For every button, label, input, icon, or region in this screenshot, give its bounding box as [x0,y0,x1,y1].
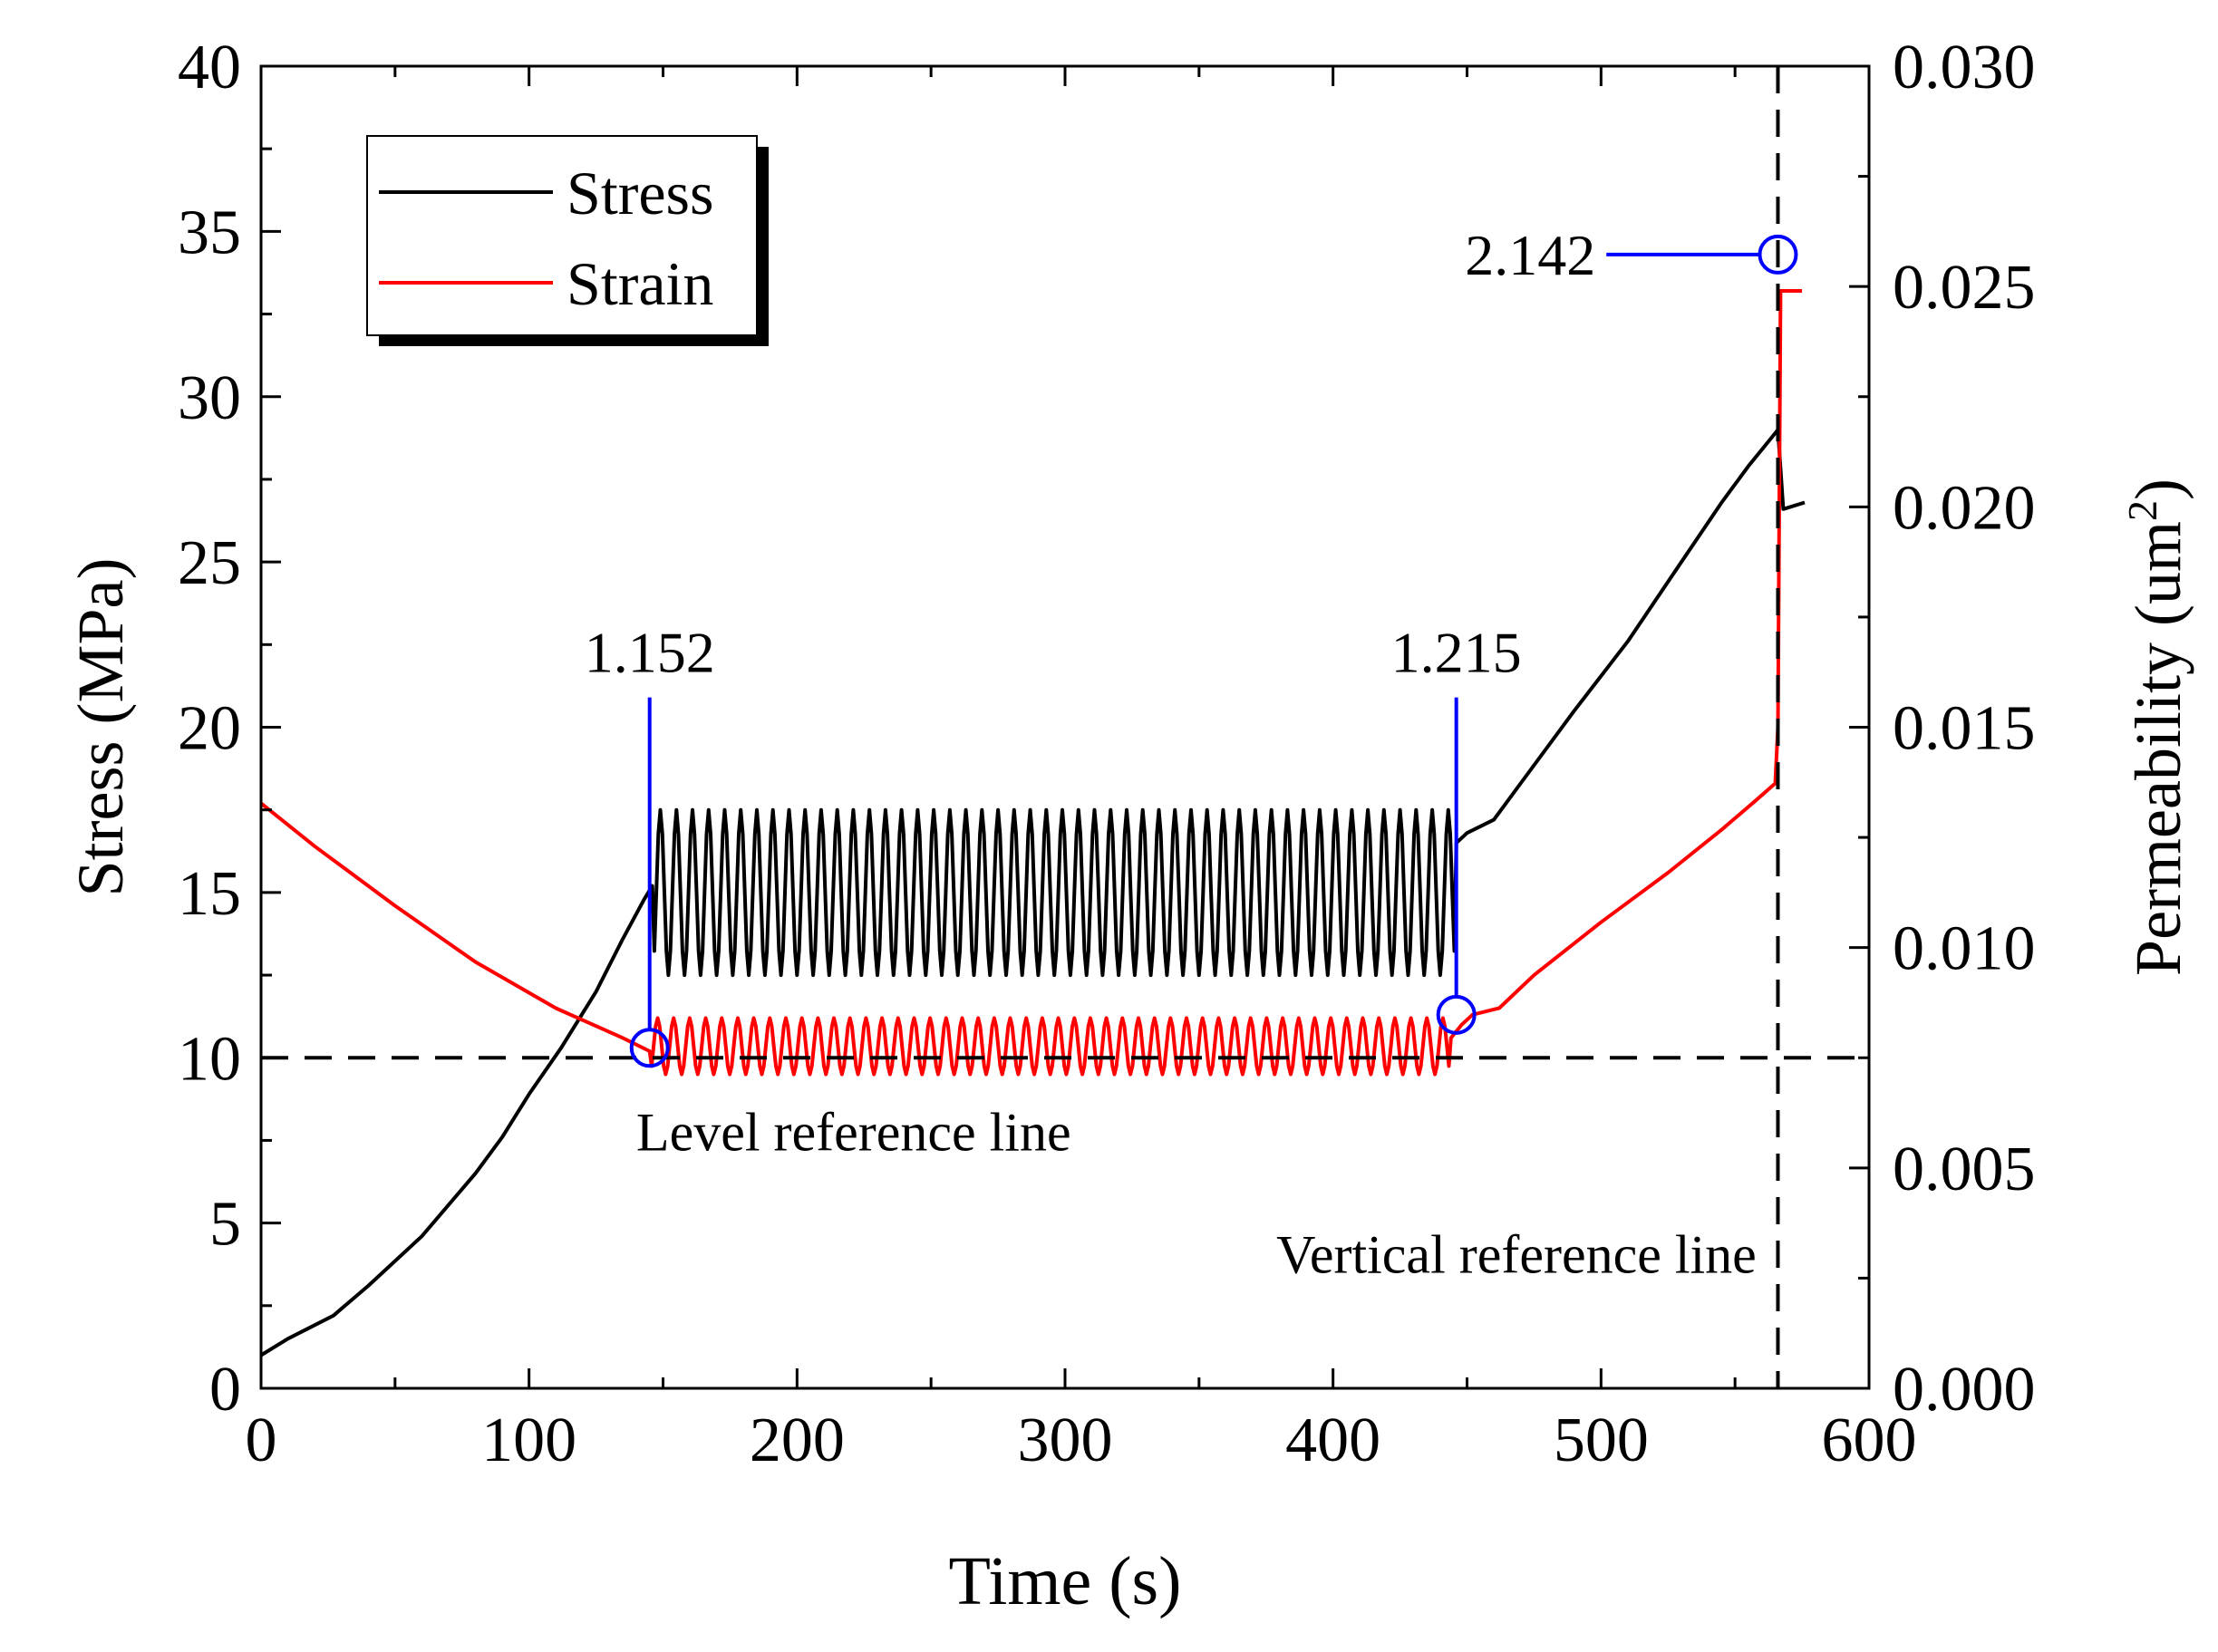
annotation-label: 1.215 [1391,621,1522,685]
legend-box [366,135,758,336]
y-tick-label: 5 [209,1190,241,1260]
y-tick-label: 0 [209,1355,241,1425]
y2-tick-label: 0.025 [1893,253,2036,323]
x-tick-label: 600 [1822,1406,1917,1475]
reference-lines [261,66,1869,1388]
y2-axis-title-end: ) [2122,478,2194,500]
y2-tick-label: 0.030 [1893,33,2036,102]
y2-tick-label: 0.010 [1893,914,2036,984]
axis-ticks: 0 100 200 300 400 500 600 0 5 10 15 20 25 30 35 40 0.000… [178,33,2036,1475]
y-tick-label: 25 [178,528,241,598]
vertical-reference-label: Vertical reference line [1276,1224,1757,1284]
y-tick-label: 35 [178,198,241,267]
y-axis-title: Stress (MPa) [64,558,137,897]
x-tick-label: 500 [1554,1406,1649,1475]
x-tick-label: 400 [1285,1406,1380,1475]
y-tick-label: 40 [178,33,241,102]
y2-axis-title-main: Permeability (um [2122,521,2194,976]
x-axis-title: Time (s) [949,1543,1182,1619]
y-tick-label: 15 [178,859,241,929]
x-tick-label: 0 [246,1406,277,1475]
y2-axis-title-superscript: 2 [2119,500,2165,521]
level-reference-label: Level reference line [636,1102,1071,1162]
y-tick-label: 10 [178,1024,241,1094]
annotation-label: 2.142 [1465,223,1595,287]
annotations: 1.152 1.215 2.142 [585,223,1798,1068]
y2-tick-label: 0.005 [1893,1135,2036,1204]
y2-tick-label: 0.020 [1893,473,2036,543]
annotation-marker [1436,994,1477,1035]
legend: Stress Strain [366,135,769,346]
x-tick-label: 200 [750,1406,845,1475]
y-tick-label: 30 [178,363,241,433]
legend-strain-label: Strain [567,249,713,318]
y2-axis-title: Permeability (um2) [2119,478,2194,976]
series-stress-line [259,428,1806,1357]
legend-stress-label: Stress [567,159,713,227]
y2-tick-label: 0.000 [1893,1355,2036,1425]
annotation-label: 1.152 [585,621,715,685]
series-strain-line [259,289,1803,1077]
y-tick-label: 20 [178,694,241,764]
x-tick-label: 100 [481,1406,576,1475]
y2-tick-label: 0.015 [1893,694,2036,764]
series-layer [259,289,1806,1357]
x-tick-label: 300 [1018,1406,1113,1475]
